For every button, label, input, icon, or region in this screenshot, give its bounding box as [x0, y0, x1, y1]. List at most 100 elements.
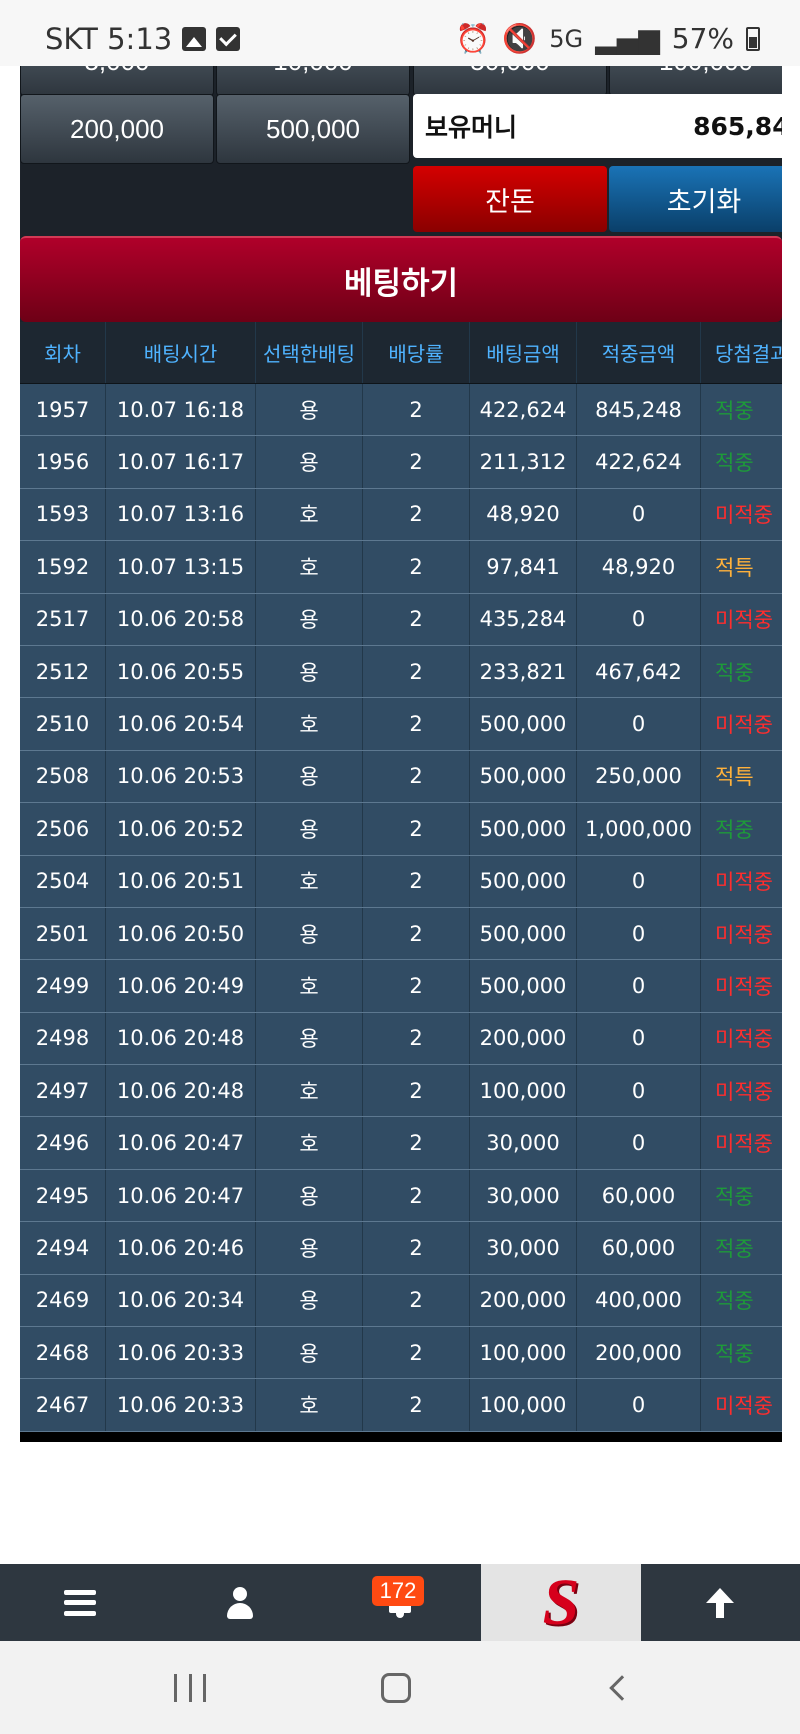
- game-panel: 5,000 10,000 50,000 100,000 200,000 500,…: [20, 66, 782, 1442]
- recent-apps-button[interactable]: [140, 1641, 240, 1734]
- cell-round: 2498: [20, 1012, 106, 1065]
- cell-bet-amount: 200,000: [470, 1274, 577, 1327]
- cell-odds: 2: [363, 1222, 470, 1274]
- cell-win-amount: 0: [577, 593, 701, 645]
- cell-bet-amount: 48,920: [470, 488, 577, 541]
- cell-round: 2501: [20, 907, 106, 960]
- cell-win-amount: 0: [577, 1117, 701, 1169]
- cell-odds: 2: [363, 436, 470, 488]
- cell-round: 2504: [20, 855, 106, 907]
- cell-round: 2469: [20, 1274, 106, 1327]
- cell-round: 2467: [20, 1379, 106, 1431]
- cell-pick: 호: [256, 1117, 363, 1169]
- cell-bet-amount: 500,000: [470, 855, 577, 907]
- cell-win-amount: 0: [577, 488, 701, 541]
- status-bar: SKT 5:13 ⏰ 🔇 5G ▂▄▆ 57%: [0, 0, 800, 66]
- table-row: 2504 10.06 20:51 호 2 500,000 0 미적중: [20, 855, 782, 908]
- cell-win-amount: 467,642: [577, 645, 701, 698]
- chip-button[interactable]: 100,000: [609, 66, 782, 96]
- user-icon: [225, 1586, 255, 1619]
- chip-button[interactable]: 5,000: [20, 66, 214, 96]
- cell-result: 미적중: [715, 1394, 773, 1419]
- chip-button[interactable]: 50,000: [413, 66, 607, 96]
- alarm-icon: ⏰: [455, 22, 491, 55]
- cell-result: 미적중: [715, 713, 773, 738]
- cell-win-amount: 0: [577, 1065, 701, 1117]
- profile-button[interactable]: [180, 1564, 300, 1641]
- reset-button[interactable]: 초기화: [609, 166, 782, 232]
- chip-500000-button[interactable]: 500,000: [216, 94, 410, 164]
- cell-bet-amount: 435,284: [470, 593, 577, 645]
- cell-time: 10.07 13:15: [106, 541, 256, 593]
- cell-win-amount: 60,000: [577, 1222, 701, 1274]
- cell-time: 10.06 20:55: [106, 645, 256, 698]
- table-header: 회차 배팅시간 선택한배팅 배당률 배팅금액 적중금액 당첨결과: [20, 322, 782, 384]
- scroll-top-button[interactable]: [660, 1564, 780, 1641]
- place-bet-button[interactable]: 베팅하기: [20, 236, 782, 322]
- cell-pick: 용: [256, 1222, 363, 1274]
- cell-win-amount: 60,000: [577, 1169, 701, 1222]
- cell-time: 10.06 20:54: [106, 698, 256, 750]
- cell-win-amount: 48,920: [577, 541, 701, 593]
- balance-value: 865,845: [693, 111, 782, 141]
- cell-pick: 호: [256, 855, 363, 907]
- cell-time: 10.06 20:58: [106, 593, 256, 645]
- cell-result: 미적중: [715, 1079, 773, 1104]
- change-button[interactable]: 잔돈: [413, 166, 607, 232]
- cell-odds: 2: [363, 750, 470, 803]
- bottom-nav: 172 S: [0, 1564, 800, 1641]
- back-button[interactable]: [572, 1641, 672, 1734]
- logo-button[interactable]: S: [481, 1564, 641, 1641]
- cell-odds: 2: [363, 698, 470, 750]
- chip-button[interactable]: 10,000: [216, 66, 410, 96]
- cell-bet-amount: 500,000: [470, 803, 577, 855]
- cell-win-amount: 422,624: [577, 436, 701, 488]
- table-row: 2501 10.06 20:50 용 2 500,000 0 미적중: [20, 907, 782, 961]
- home-button[interactable]: [346, 1641, 446, 1734]
- cell-odds: 2: [363, 803, 470, 855]
- cell-bet-amount: 200,000: [470, 1012, 577, 1065]
- cell-time: 10.06 20:33: [106, 1379, 256, 1431]
- cell-odds: 2: [363, 593, 470, 645]
- cell-win-amount: 400,000: [577, 1274, 701, 1327]
- status-right: ⏰ 🔇 5G ▂▄▆ 57%: [456, 22, 760, 55]
- cell-bet-amount: 30,000: [470, 1222, 577, 1274]
- balance-label: 보유머니: [425, 113, 518, 142]
- cell-time: 10.06 20:51: [106, 855, 256, 907]
- cell-round: 2497: [20, 1065, 106, 1117]
- header-round: 회차: [20, 322, 106, 383]
- cell-result: 적중: [715, 1236, 754, 1261]
- cell-bet-amount: 100,000: [470, 1065, 577, 1117]
- back-icon: [609, 1674, 635, 1701]
- cell-time: 10.06 20:48: [106, 1065, 256, 1117]
- cell-bet-amount: 500,000: [470, 750, 577, 803]
- cell-pick: 호: [256, 960, 363, 1012]
- cell-odds: 2: [363, 1169, 470, 1222]
- cell-bet-amount: 422,624: [470, 384, 577, 436]
- cell-round: 1592: [20, 541, 106, 593]
- cell-pick: 용: [256, 907, 363, 960]
- table-row: 2499 10.06 20:49 호 2 500,000 0 미적중: [20, 960, 782, 1013]
- cell-result: 미적중: [715, 608, 773, 633]
- cell-time: 10.07 16:17: [106, 436, 256, 488]
- battery-percent: 57%: [671, 22, 734, 55]
- logo-icon: S: [542, 1565, 580, 1639]
- cell-odds: 2: [363, 1327, 470, 1379]
- cell-result: 적중: [715, 660, 754, 685]
- cell-odds: 2: [363, 384, 470, 436]
- table-row: 2517 10.06 20:58 용 2 435,284 0 미적중: [20, 593, 782, 646]
- table-bottom-bar: [20, 1432, 782, 1442]
- cell-win-amount: 250,000: [577, 750, 701, 803]
- cell-odds: 2: [363, 1012, 470, 1065]
- cell-odds: 2: [363, 488, 470, 541]
- table-row: 2467 10.06 20:33 호 2 100,000 0 미적중: [20, 1379, 782, 1432]
- cell-time: 10.06 20:48: [106, 1012, 256, 1065]
- cell-round: 2508: [20, 750, 106, 803]
- cell-round: 1957: [20, 384, 106, 436]
- cell-pick: 호: [256, 1379, 363, 1431]
- cell-pick: 용: [256, 1169, 363, 1222]
- table-row: 2508 10.06 20:53 용 2 500,000 250,000 적특: [20, 750, 782, 804]
- mute-icon: 🔇: [502, 22, 538, 55]
- chip-200000-button[interactable]: 200,000: [20, 94, 214, 164]
- menu-button[interactable]: [20, 1564, 140, 1641]
